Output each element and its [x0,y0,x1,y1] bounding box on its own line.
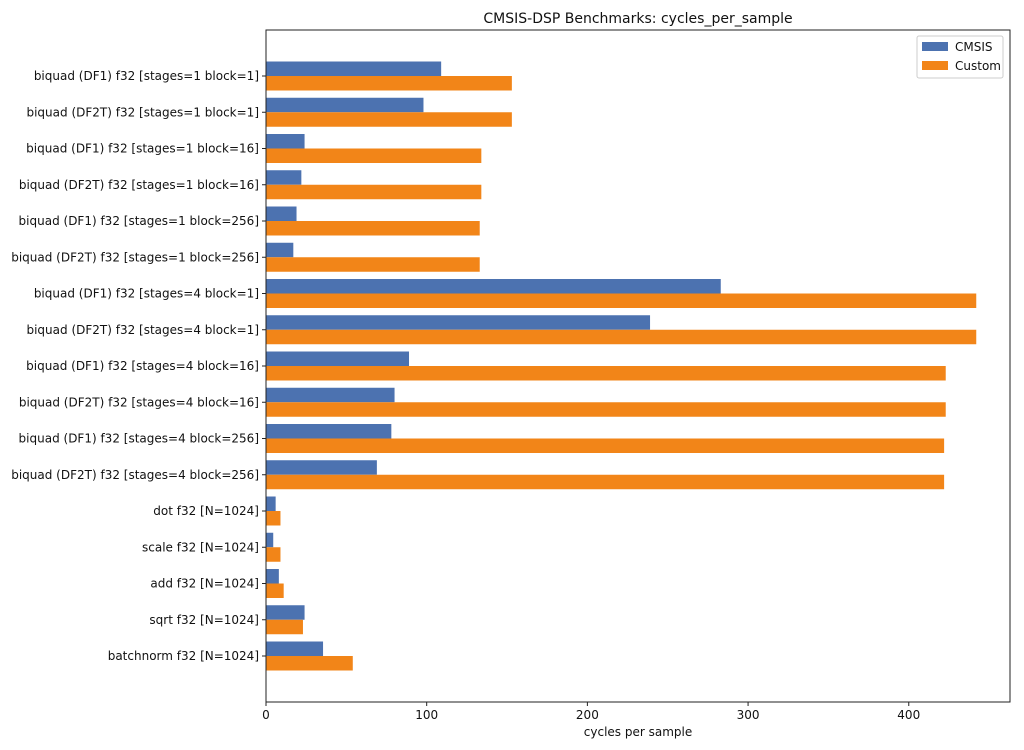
x-tick-label: 300 [737,708,760,722]
bar-custom [266,76,512,91]
bar-cmsis [266,170,302,185]
x-tick-label: 400 [897,708,920,722]
legend-label-cmsis: CMSIS [955,40,993,54]
bars-group [266,61,977,671]
y-tick-label: biquad (DF1) f32 [stages=1 block=16] [26,142,259,156]
y-tick-label: biquad (DF1) f32 [stages=1 block=1] [34,69,259,83]
bar-cmsis [266,97,424,113]
legend-swatch-cmsis [922,42,948,51]
bar-custom [266,474,945,490]
bar-custom [266,366,946,381]
bar-cmsis [266,242,294,258]
y-tick-label: sqrt f32 [N=1024] [149,613,259,627]
y-tick-label: biquad (DF1) f32 [stages=4 block=16] [26,359,259,373]
x-axis-label: cycles per sample [584,725,692,739]
legend-label-custom: Custom [955,59,1001,73]
y-tick-label: biquad (DF2T) f32 [stages=1 block=1] [26,105,259,119]
bar-custom [266,257,480,272]
bar-custom [266,112,512,127]
bar-cmsis [266,351,410,366]
bar-custom [266,511,281,526]
y-tick-label: biquad (DF2T) f32 [stages=4 block=256] [11,468,259,482]
bar-custom [266,148,482,163]
bar-custom [266,221,480,236]
bar-cmsis [266,460,377,475]
bar-cmsis [266,532,274,548]
bar-cmsis [266,605,305,620]
bar-custom [266,184,482,200]
x-tick-label: 100 [415,708,438,722]
y-tick-label: biquad (DF1) f32 [stages=4 block=1] [34,287,259,301]
y-tick-label: biquad (DF2T) f32 [stages=1 block=16] [19,178,259,192]
bar-custom [266,547,281,562]
y-tick-label: batchnorm f32 [N=1024] [108,649,259,663]
chart-title: CMSIS-DSP Benchmarks: cycles_per_sample [483,11,792,27]
legend-swatch-custom [922,61,948,70]
legend: CMSIS Custom [916,35,1004,79]
bar-cmsis [266,206,297,221]
x-tick-labels: 0 100 200 300 400 [262,702,920,722]
x-tick-label: 200 [576,708,599,722]
bar-cmsis [266,387,395,403]
y-tick-label: biquad (DF2T) f32 [stages=4 block=1] [26,323,259,337]
bar-custom [266,329,977,345]
bar-cmsis [266,134,305,149]
bar-cmsis [266,496,276,511]
y-tick-labels: biquad (DF1) f32 [stages=1 block=1] biqua… [11,69,266,663]
bar-custom [266,583,284,598]
bar-custom [266,402,946,417]
bar-cmsis [266,315,651,330]
plot-frame [265,29,1011,703]
bar-cmsis [266,641,324,656]
bar-cmsis [266,61,442,76]
bar-cmsis [266,424,392,439]
bar-custom [266,293,977,308]
bar-cmsis [266,279,721,294]
bar-custom [266,656,353,671]
bar-custom [266,619,303,635]
bar-cmsis [266,569,279,584]
y-tick-label: add f32 [N=1024] [150,577,259,591]
x-tick-label: 0 [262,708,270,722]
y-tick-label: biquad (DF2T) f32 [stages=1 block=256] [11,250,259,264]
y-tick-label: biquad (DF1) f32 [stages=4 block=256] [19,432,259,446]
y-tick-label: scale f32 [N=1024] [142,540,259,554]
y-tick-label: dot f32 [N=1024] [153,504,259,518]
bar-custom [266,438,945,453]
y-tick-label: biquad (DF1) f32 [stages=1 block=256] [19,214,259,228]
y-tick-label: biquad (DF2T) f32 [stages=4 block=16] [19,395,259,409]
